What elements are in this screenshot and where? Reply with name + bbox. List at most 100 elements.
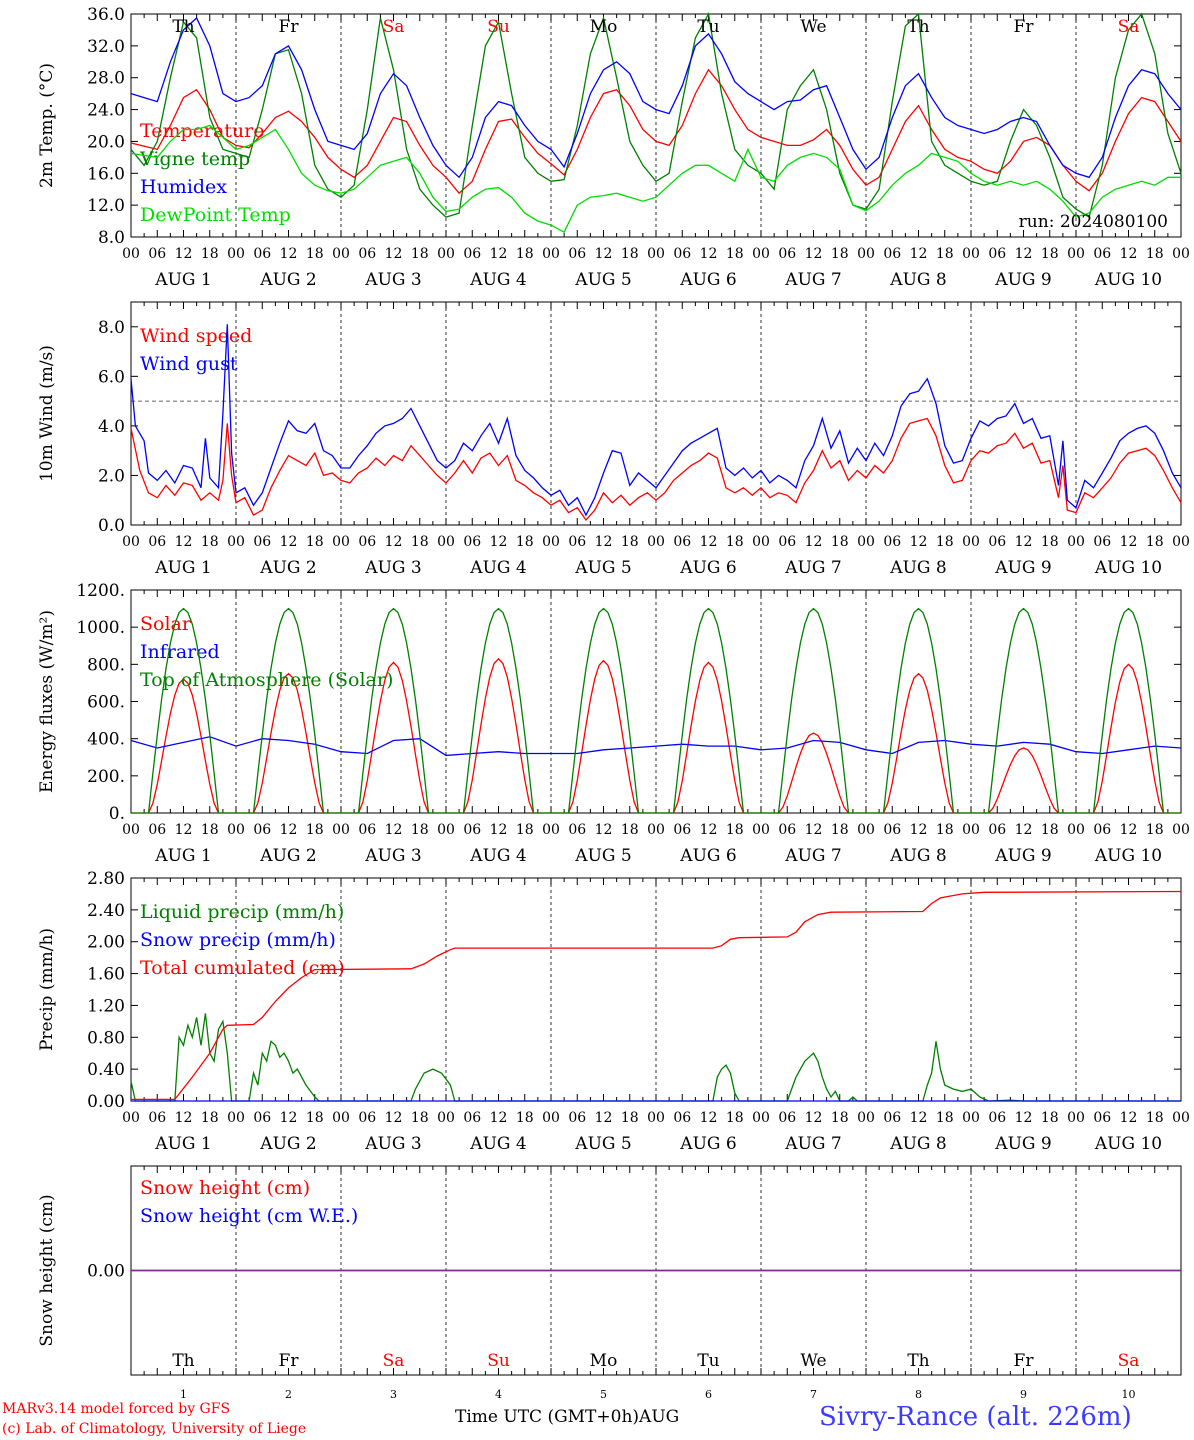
x-hour-label: 12 — [1015, 1110, 1033, 1126]
x-hour-label: 06 — [988, 1110, 1006, 1126]
x-hour-label: 00 — [647, 1110, 665, 1126]
day-number-label: 10 — [1122, 1388, 1136, 1401]
x-hour-label: 12 — [595, 822, 613, 838]
legend-entry: Humidex — [140, 176, 227, 198]
x-hour-label: 18 — [726, 534, 744, 550]
y-tick-label: 0.0 — [98, 516, 125, 536]
x-hour-label: 12 — [910, 534, 928, 550]
x-hour-label: 06 — [778, 1110, 796, 1126]
series-line-dewpoint-temp — [130, 124, 1181, 234]
weekday-label: Fr — [279, 17, 300, 37]
weekday-label: Tu — [697, 1351, 719, 1371]
x-hour-label: 00 — [437, 246, 455, 262]
x-hour-label: 12 — [175, 534, 193, 550]
series-line-total-cumulated-cm- — [131, 890, 1182, 1101]
x-hour-label: 00 — [227, 534, 245, 550]
y-tick-label: 2.40 — [87, 901, 125, 921]
x-hour-label: 12 — [595, 246, 613, 262]
x-hour-label: 18 — [1146, 822, 1164, 838]
x-hour-label: 18 — [1041, 534, 1059, 550]
x-hour-label: 12 — [280, 246, 298, 262]
date-label: AUG 10 — [1094, 558, 1162, 578]
x-hour-label: 06 — [673, 822, 691, 838]
legend-entry: Total cumulated (cm) — [140, 957, 345, 979]
x-hour-label: 06 — [253, 1110, 271, 1126]
x-hour-label: 12 — [1015, 246, 1033, 262]
x-hour-label: 06 — [253, 246, 271, 262]
date-label: AUG 7 — [784, 270, 841, 290]
panel-frame-3 — [130, 589, 1182, 814]
date-label: AUG 10 — [1094, 270, 1162, 290]
weekday-label: Su — [487, 17, 510, 37]
x-hour-label: 12 — [1120, 534, 1138, 550]
date-label: AUG 5 — [574, 558, 631, 578]
x-hour-label: 06 — [568, 1110, 586, 1126]
y-tick-label: 0.00 — [87, 1092, 125, 1112]
x-hour-label: 06 — [1093, 822, 1111, 838]
weekday-label: Th — [172, 17, 194, 37]
location-title: Sivry-Rance (alt. 226m) — [819, 1402, 1132, 1432]
x-hour-label: 00 — [962, 822, 980, 838]
weekday-label: Fr — [1014, 17, 1035, 37]
date-label: AUG 4 — [469, 846, 526, 866]
x-hour-label: 00 — [1172, 822, 1190, 838]
x-hour-label: 00 — [437, 822, 455, 838]
x-hour-label: 18 — [1146, 1110, 1164, 1126]
x-hour-label: 12 — [700, 246, 718, 262]
date-label: AUG 1 — [154, 846, 211, 866]
x-hour-label: 12 — [1120, 246, 1138, 262]
x-hour-label: 12 — [910, 246, 928, 262]
legend-entry: Temperature — [140, 120, 264, 142]
x-hour-label: 06 — [148, 1110, 166, 1126]
y-tick-label: 2.0 — [98, 466, 125, 486]
date-label: AUG 6 — [679, 270, 736, 290]
x-hour-label: 12 — [805, 246, 823, 262]
date-label: AUG 1 — [154, 270, 211, 290]
date-label: AUG 8 — [889, 846, 946, 866]
x-hour-label: 00 — [1067, 246, 1085, 262]
date-label: AUG 3 — [364, 270, 421, 290]
x-hour-label: 12 — [280, 822, 298, 838]
x-hour-label: 00 — [437, 1110, 455, 1126]
legend-entry: DewPoint Temp — [140, 204, 291, 226]
y-tick-label: 0. — [109, 804, 125, 824]
x-hour-label: 18 — [411, 246, 429, 262]
credits-line-1: MARv3.14 model forced by GFS — [2, 1401, 231, 1417]
x-hour-label: 18 — [516, 246, 534, 262]
x-hour-label: 06 — [1093, 246, 1111, 262]
y-tick-label: 6.0 — [98, 367, 125, 387]
x-hour-label: 06 — [883, 534, 901, 550]
credits-line-2: (c) Lab. of Climatology, University of L… — [2, 1421, 307, 1437]
x-hour-label: 12 — [385, 822, 403, 838]
x-hour-label: 06 — [148, 246, 166, 262]
x-hour-label: 00 — [227, 246, 245, 262]
legend-entry: Wind gust — [140, 353, 238, 375]
x-hour-label: 18 — [1146, 534, 1164, 550]
x-hour-label: 18 — [516, 534, 534, 550]
x-hour-label: 12 — [700, 1110, 718, 1126]
x-hour-label: 00 — [962, 246, 980, 262]
x-hour-label: 12 — [595, 534, 613, 550]
x-hour-label: 06 — [568, 246, 586, 262]
x-hour-label: 12 — [1120, 1110, 1138, 1126]
x-hour-label: 12 — [385, 1110, 403, 1126]
day-number-label: 7 — [810, 1388, 817, 1401]
y-tick-label: 200. — [87, 767, 125, 787]
x-hour-label: 00 — [1172, 246, 1190, 262]
date-label: AUG 9 — [994, 846, 1051, 866]
series-line-wind-speed — [130, 417, 1182, 522]
x-hour-label: 18 — [516, 822, 534, 838]
x-hour-label: 00 — [122, 246, 140, 262]
x-hour-label: 00 — [1067, 822, 1085, 838]
legend-entry: Top of Atmosphere (Solar) — [140, 669, 393, 691]
x-hour-label: 06 — [148, 534, 166, 550]
y-tick-label: 800. — [87, 655, 125, 675]
x-hour-label: 12 — [280, 1110, 298, 1126]
x-hour-label: 18 — [516, 1110, 534, 1126]
weekday-label: Th — [172, 1351, 194, 1371]
y-tick-label: 8.0 — [98, 318, 125, 338]
weekday-label: Sa — [383, 1351, 405, 1371]
y-tick-label: 1200. — [76, 581, 125, 601]
y-axis-label: Precip (mm/h) — [37, 928, 57, 1051]
y-tick-label: 0.00 — [87, 1262, 125, 1282]
